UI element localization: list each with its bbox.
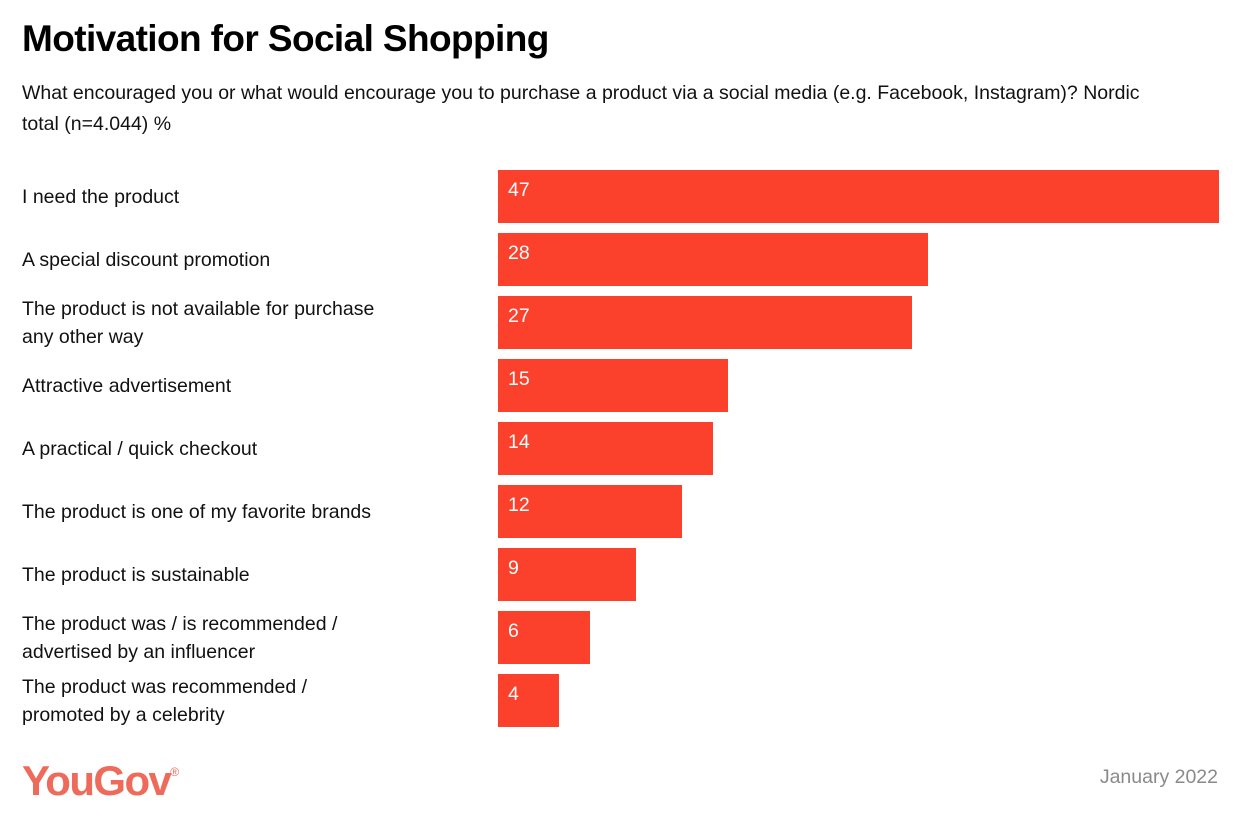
bar[interactable]: 28	[498, 233, 928, 286]
bar-track: 27	[498, 296, 1240, 349]
bar-value-label: 27	[508, 305, 530, 327]
page-title: Motivation for Social Shopping	[22, 18, 549, 59]
category-label: The product is one of my favorite brands	[22, 500, 372, 523]
category-label: The product was recommended / promoted by…	[22, 675, 308, 726]
bar-track: 47	[498, 170, 1240, 223]
chart-row: The product was recommended / promoted by…	[0, 674, 1240, 727]
bar-track: 12	[498, 485, 1240, 538]
chart-row: A special discount promotion 28	[0, 233, 1240, 286]
chart-row: A practical / quick checkout 14	[0, 422, 1240, 475]
chart-subtitle: What encouraged you or what would encour…	[22, 82, 1140, 135]
registered-trademark-icon: ®	[170, 765, 180, 779]
bar[interactable]: 14	[498, 422, 713, 475]
bar-value-label: 15	[508, 368, 530, 390]
category-label: Attractive advertisement	[22, 374, 232, 397]
bar-value-label: 14	[508, 431, 530, 453]
yougov-logo: YouGov®	[22, 750, 179, 807]
chart-row: I need the product 47	[0, 170, 1240, 223]
bar-track: 9	[498, 548, 1240, 601]
bar[interactable]: 27	[498, 296, 913, 349]
bar-value-label: 6	[508, 620, 519, 642]
bar-value-label: 47	[508, 179, 530, 201]
bar[interactable]: 4	[498, 674, 560, 727]
chart-row: Attractive advertisement 15	[0, 359, 1240, 412]
bar-value-label: 4	[508, 683, 519, 705]
bar-chart-plot-area: I need the product 47 A special discount p…	[0, 170, 1240, 740]
category-label: A special discount promotion	[22, 248, 271, 271]
footer-date: January 2022	[1099, 766, 1218, 788]
bar[interactable]: 47	[498, 170, 1219, 223]
bar[interactable]: 12	[498, 485, 683, 538]
bar-track: 15	[498, 359, 1240, 412]
chart-row: The product is one of my favorite brands…	[0, 485, 1240, 538]
bar[interactable]: 15	[498, 359, 729, 412]
chart-header: Motivation for Social Shopping What enco…	[22, 16, 1218, 140]
bar-track: 14	[498, 422, 1240, 475]
chart-footer: YouGov® January 2022	[0, 742, 1240, 828]
category-label: The product was / is recommended / advert…	[22, 612, 338, 663]
category-label: The product is not available for purchas…	[22, 297, 375, 348]
bar-track: 4	[498, 674, 1240, 727]
chart-row: The product is not available for purchas…	[0, 296, 1240, 349]
yougov-logo-text: YouGov	[22, 757, 172, 804]
category-label: The product is sustainable	[22, 563, 250, 586]
category-label: A practical / quick checkout	[22, 437, 258, 460]
bar[interactable]: 6	[498, 611, 591, 664]
category-label: I need the product	[22, 185, 180, 208]
bar-track: 6	[498, 611, 1240, 664]
chart-row: The product was / is recommended / advert…	[0, 611, 1240, 664]
bar-value-label: 9	[508, 557, 519, 579]
bar-value-label: 12	[508, 494, 530, 516]
bar-track: 28	[498, 233, 1240, 286]
chart-row: The product is sustainable 9	[0, 548, 1240, 601]
bar-value-label: 28	[508, 242, 530, 264]
bar[interactable]: 9	[498, 548, 637, 601]
